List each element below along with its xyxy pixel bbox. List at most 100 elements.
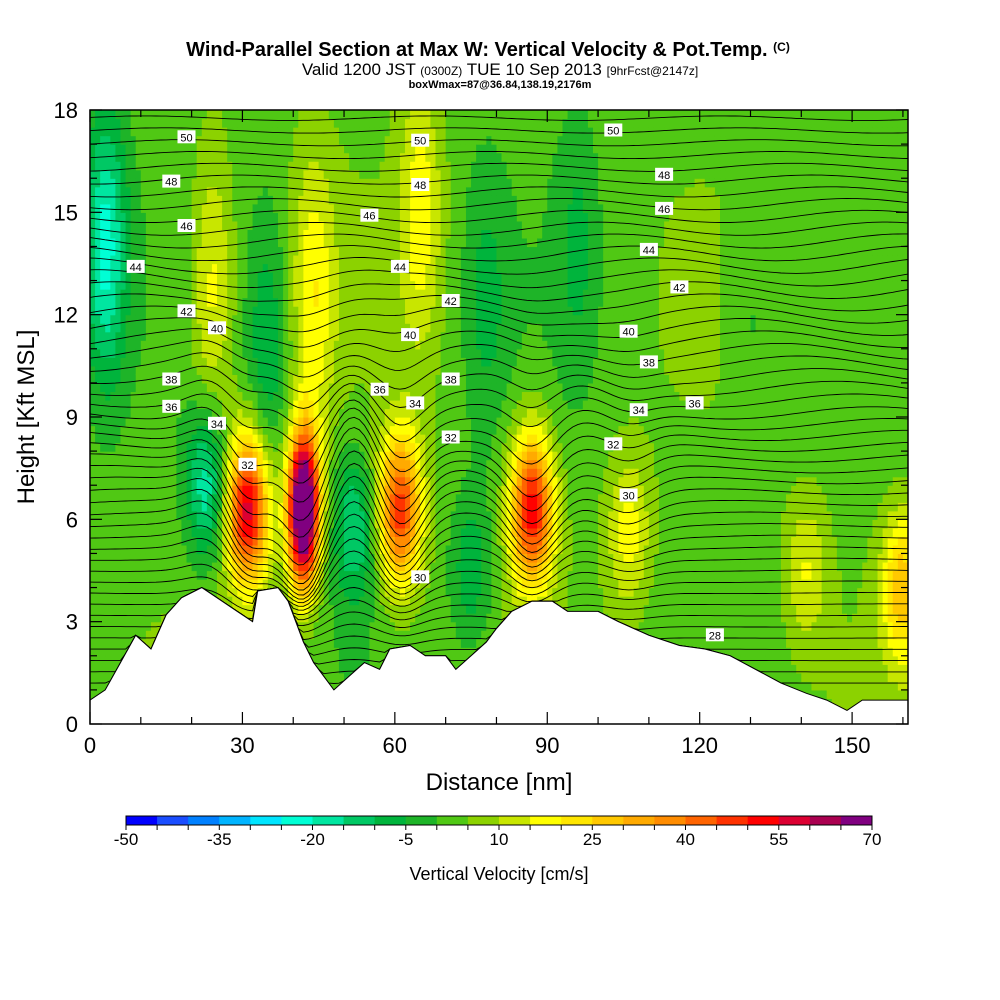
velocity-cell	[318, 152, 325, 162]
velocity-cell	[323, 365, 330, 375]
velocity-cell	[405, 570, 411, 580]
velocity-cell	[140, 561, 147, 572]
velocity-cell	[95, 536, 101, 546]
velocity-cell	[420, 459, 426, 469]
velocity-cell	[344, 203, 350, 213]
velocity-cell	[125, 365, 132, 375]
velocity-cell	[105, 246, 111, 256]
velocity-cell	[435, 297, 442, 307]
velocity-cell	[145, 203, 152, 213]
velocity-cell	[161, 365, 167, 375]
velocity-cell	[415, 144, 421, 154]
velocity-cell	[272, 365, 279, 375]
velocity-cell	[100, 237, 106, 248]
velocity-cell	[308, 314, 315, 324]
velocity-cell	[405, 280, 411, 290]
velocity-cell	[161, 348, 167, 358]
velocity-cell	[227, 135, 233, 145]
velocity-cell	[374, 655, 381, 665]
velocity-cell	[257, 280, 264, 290]
velocity-cell	[242, 127, 249, 137]
velocity-cell	[156, 544, 162, 555]
velocity-cell	[313, 348, 320, 358]
velocity-cell	[410, 127, 416, 137]
velocity-cell	[333, 664, 340, 674]
velocity-cell	[252, 519, 259, 529]
velocity-cell	[135, 527, 142, 537]
velocity-cell	[90, 459, 96, 469]
velocity-cell	[379, 408, 386, 418]
velocity-cell	[277, 493, 284, 503]
velocity-cell	[115, 570, 122, 580]
velocity-cell	[186, 203, 193, 213]
velocity-cell	[410, 451, 416, 461]
velocity-cell	[369, 374, 376, 384]
velocity-cell	[227, 118, 233, 128]
velocity-cell	[349, 544, 355, 555]
velocity-cell	[298, 169, 304, 179]
velocity-cell	[435, 306, 442, 316]
velocity-cell	[196, 561, 203, 572]
velocity-cell	[186, 561, 193, 572]
velocity-cell	[277, 340, 284, 350]
velocity-cell	[140, 434, 147, 444]
velocity-cell	[191, 110, 198, 120]
velocity-cell	[227, 570, 233, 580]
velocity-cell	[410, 297, 416, 307]
velocity-cell	[425, 186, 432, 196]
velocity-cell	[318, 314, 325, 324]
velocity-cell	[196, 544, 203, 555]
velocity-cell	[420, 186, 426, 196]
velocity-cell	[115, 178, 122, 188]
velocity-cell	[257, 365, 264, 375]
velocity-cell	[308, 604, 315, 614]
velocity-cell	[252, 118, 259, 128]
velocity-cell	[105, 357, 111, 367]
velocity-cell	[140, 280, 147, 290]
velocity-cell	[364, 408, 371, 418]
velocity-cell	[364, 579, 371, 589]
velocity-cell	[359, 246, 365, 256]
velocity-cell	[288, 391, 294, 401]
velocity-cell	[283, 220, 289, 230]
velocity-cell	[272, 519, 279, 529]
velocity-cell	[435, 237, 442, 248]
velocity-cell	[222, 280, 228, 290]
velocity-cell	[232, 536, 238, 546]
velocity-cell	[323, 203, 330, 213]
velocity-cell	[232, 229, 238, 239]
velocity-cell	[354, 254, 360, 265]
velocity-cell	[100, 144, 106, 154]
velocity-cell	[252, 195, 259, 205]
velocity-cell	[338, 135, 345, 145]
velocity-cell	[359, 596, 365, 606]
velocity-cell	[247, 340, 254, 350]
velocity-cell	[384, 485, 391, 495]
velocity-cell	[115, 272, 122, 282]
velocity-cell	[140, 476, 147, 486]
velocity-cell	[120, 331, 127, 341]
velocity-cell	[374, 161, 381, 171]
velocity-cell	[283, 399, 289, 410]
velocity-cell	[166, 127, 172, 137]
velocity-cell	[318, 382, 325, 393]
velocity-cell	[161, 220, 167, 230]
velocity-cell	[105, 527, 111, 537]
velocity-cell	[252, 280, 259, 290]
velocity-cell	[425, 451, 432, 461]
velocity-cell	[100, 357, 106, 367]
velocity-cell	[298, 161, 304, 171]
velocity-cell	[435, 272, 442, 282]
velocity-cell	[379, 246, 386, 256]
velocity-cell	[257, 553, 264, 563]
velocity-cell	[166, 519, 172, 529]
velocity-cell	[374, 553, 381, 563]
velocity-cell	[110, 314, 116, 324]
velocity-cell	[105, 314, 111, 324]
velocity-cell	[364, 161, 371, 171]
velocity-cell	[425, 220, 432, 230]
velocity-cell	[100, 604, 106, 614]
velocity-cell	[425, 323, 432, 333]
velocity-cell	[379, 195, 386, 205]
velocity-cell	[105, 638, 111, 648]
